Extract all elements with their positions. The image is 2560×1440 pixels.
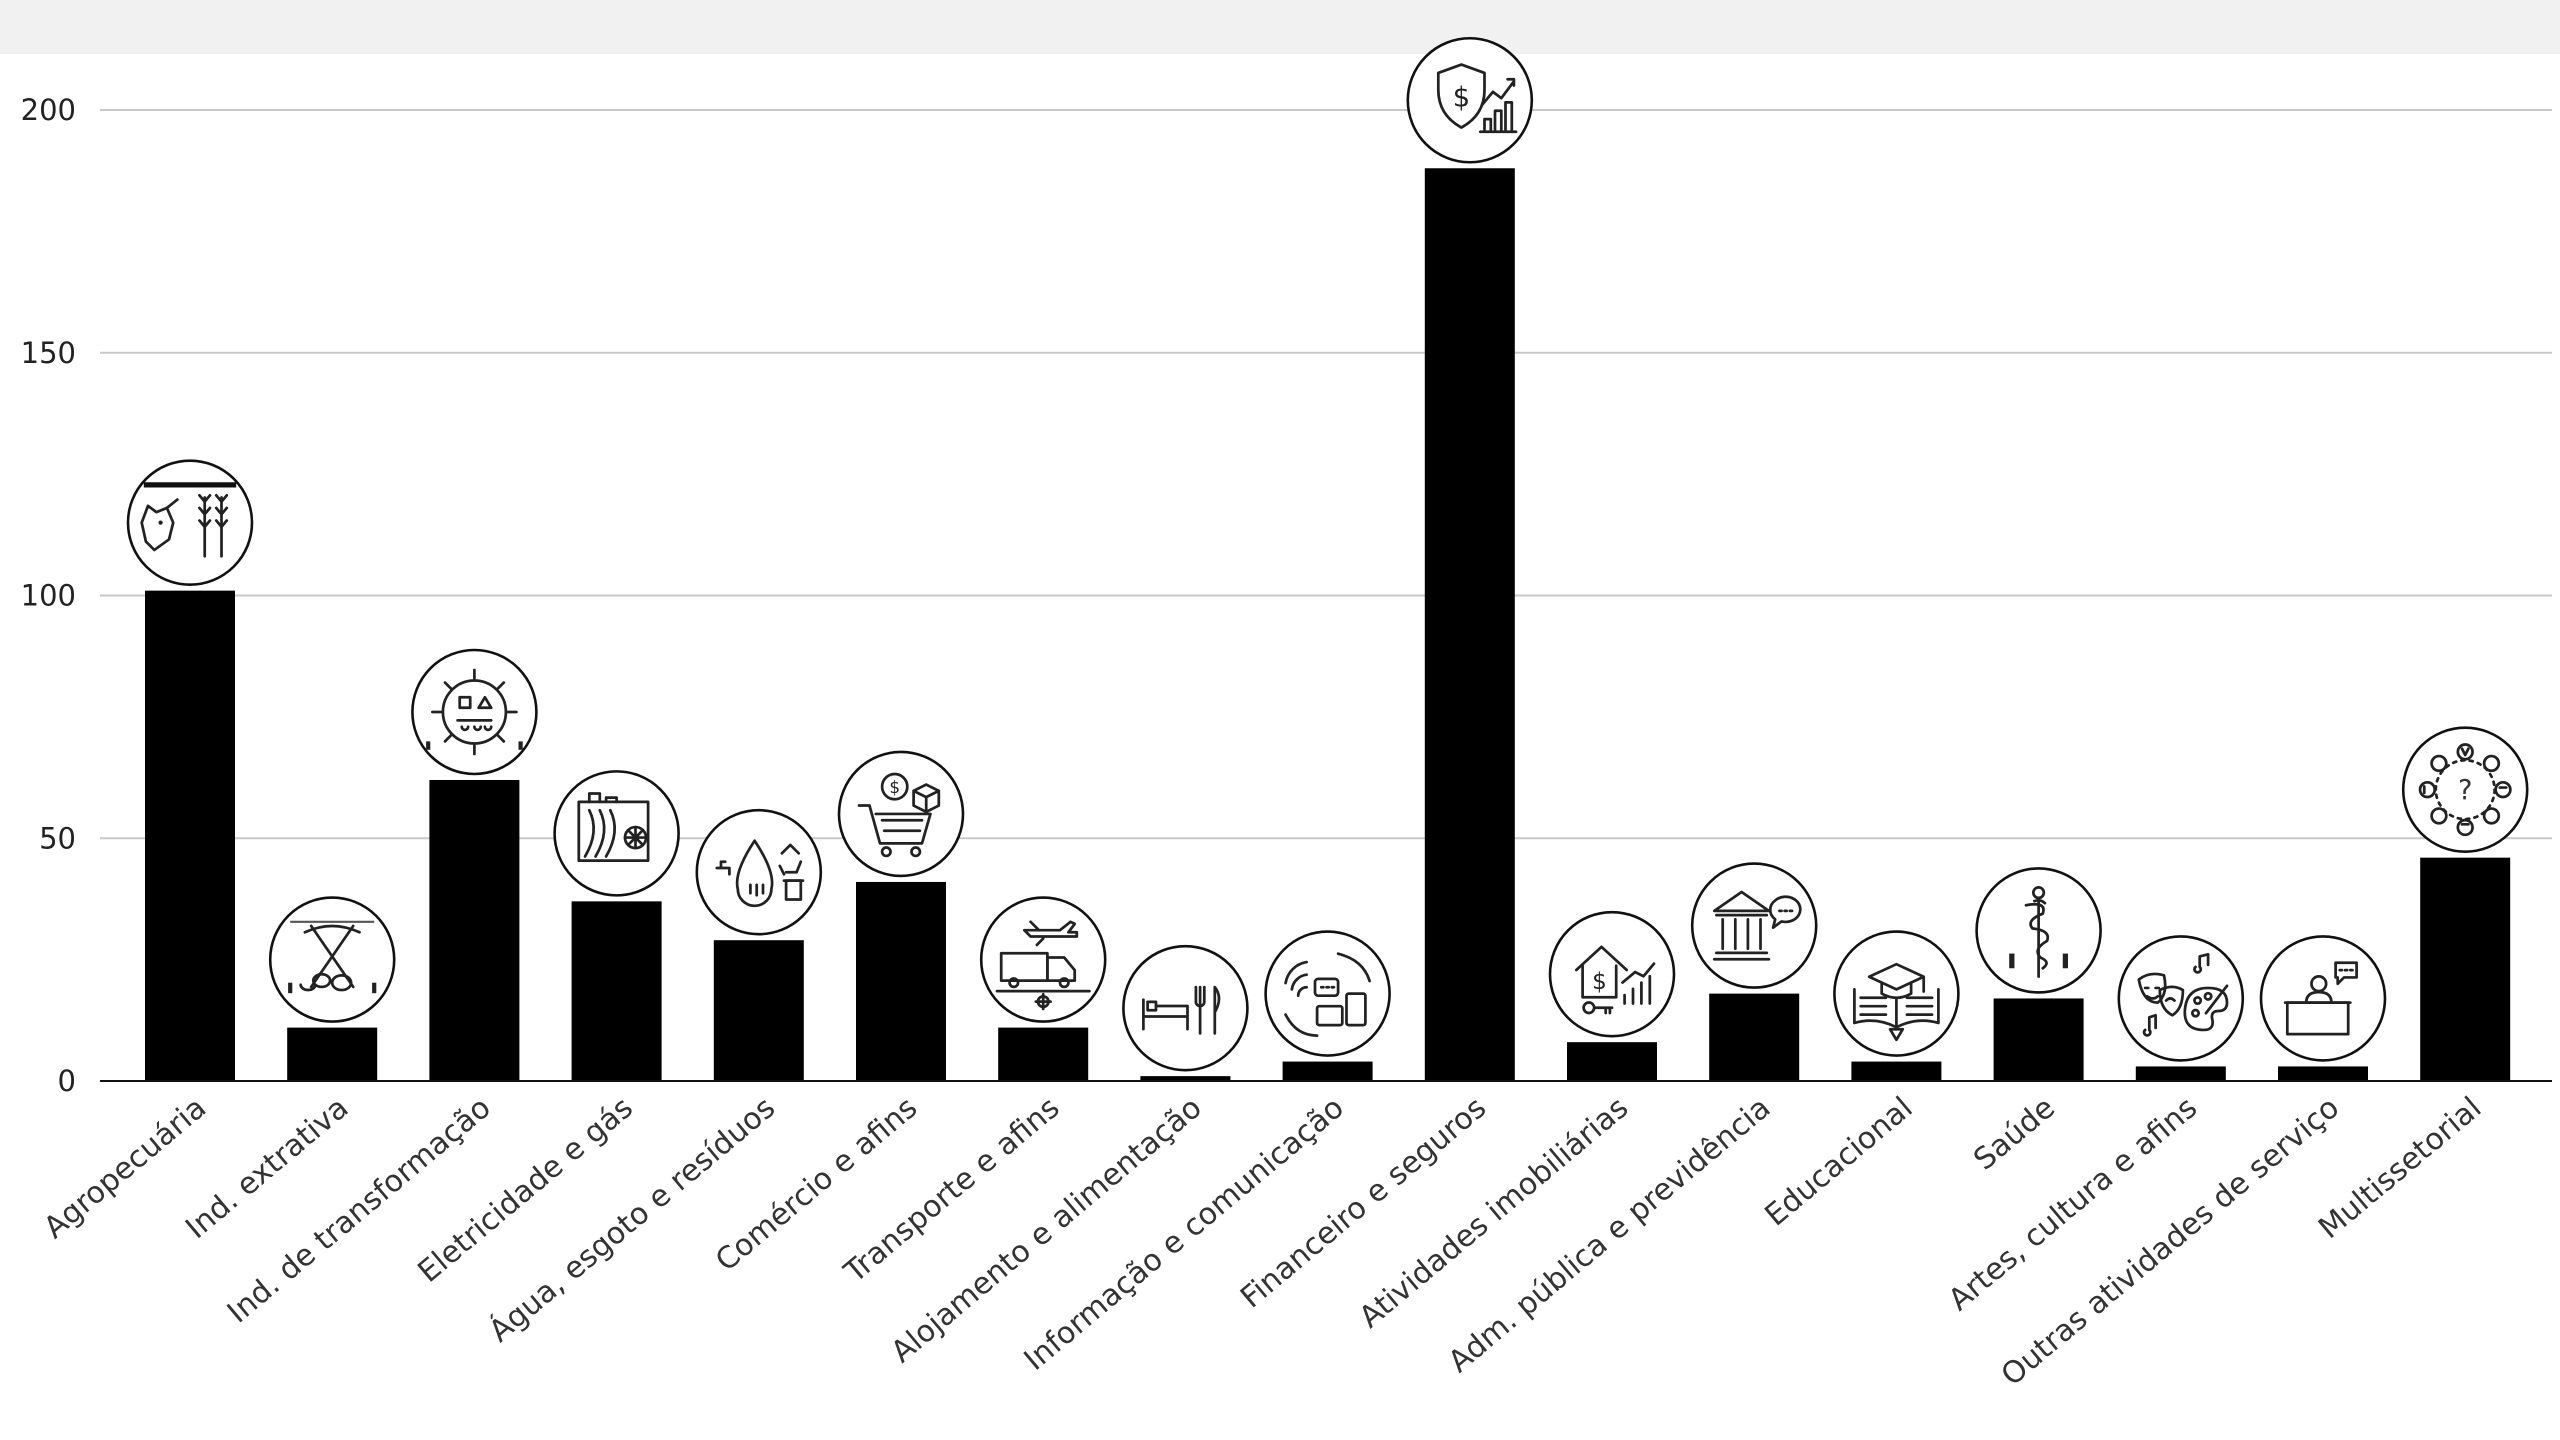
bar xyxy=(998,1027,1089,1081)
bar xyxy=(1993,998,2084,1081)
y-tick-label: 50 xyxy=(39,821,76,855)
shield-dollar-chart-icon: $ xyxy=(1406,36,1534,164)
x-tick-label: Água, esgoto e resíduos xyxy=(482,1090,782,1350)
bar xyxy=(145,590,235,1081)
y-tick-label: 200 xyxy=(21,93,76,127)
gear-machine-icon xyxy=(411,648,538,776)
y-tick-label: 100 xyxy=(21,579,76,613)
bar xyxy=(856,881,946,1081)
shopping-cart-icon: $ xyxy=(837,750,965,878)
category-icons: $ $ $ xyxy=(126,36,2529,1072)
bar xyxy=(2135,1066,2226,1081)
plane-truck-icon xyxy=(979,896,1107,1023)
x-tick-label: Financeiro e seguros xyxy=(1234,1090,1493,1315)
bar xyxy=(713,940,804,1081)
bar xyxy=(571,901,662,1081)
bar xyxy=(2420,857,2511,1081)
bars xyxy=(145,168,2511,1081)
caduceus-icon xyxy=(1975,867,2102,994)
x-tick-label: Atividades imobiliárias xyxy=(1353,1090,1635,1335)
multisector-question-icon: ? xyxy=(2401,726,2529,853)
service-desk-icon xyxy=(2259,935,2387,1062)
bar xyxy=(287,1027,378,1081)
bar xyxy=(1851,1061,1942,1081)
y-tick-label: 0 xyxy=(58,1064,76,1098)
theater-masks-palette-icon xyxy=(2117,935,2245,1062)
x-tick-label: Ind. de transformação xyxy=(221,1090,498,1330)
y-axis-ticks: 0 50 100 150 200 xyxy=(21,93,76,1098)
bar xyxy=(1140,1076,1231,1081)
x-tick-label: Artes, cultura e afins xyxy=(1942,1090,2204,1318)
bar xyxy=(429,779,520,1081)
svg-text:?: ? xyxy=(2458,775,2473,806)
water-drop-recycle-icon xyxy=(695,808,823,936)
cow-wheat-icon xyxy=(126,459,254,586)
bar xyxy=(1424,168,1515,1081)
wifi-phone-icon xyxy=(1264,930,1391,1057)
bed-cutlery-icon xyxy=(1122,944,1249,1072)
power-plant-icon xyxy=(553,770,680,897)
x-tick-label: Saúde xyxy=(1967,1090,2061,1177)
government-building-icon xyxy=(1690,862,1818,989)
x-tick-label: Educacional xyxy=(1759,1090,1920,1233)
bar xyxy=(1567,1042,1657,1081)
pickaxe-icon xyxy=(268,896,396,1023)
y-tick-label: 150 xyxy=(21,336,76,370)
svg-text:$: $ xyxy=(889,777,900,797)
svg-text:$: $ xyxy=(1453,83,1470,114)
bar xyxy=(1282,1061,1373,1081)
bar xyxy=(2278,1066,2368,1081)
svg-text:$: $ xyxy=(1592,969,1607,995)
house-dollar-icon: $ xyxy=(1548,910,1676,1038)
graduation-book-icon xyxy=(1833,930,1960,1057)
bar xyxy=(1709,993,1800,1081)
top-strip xyxy=(0,0,2560,54)
